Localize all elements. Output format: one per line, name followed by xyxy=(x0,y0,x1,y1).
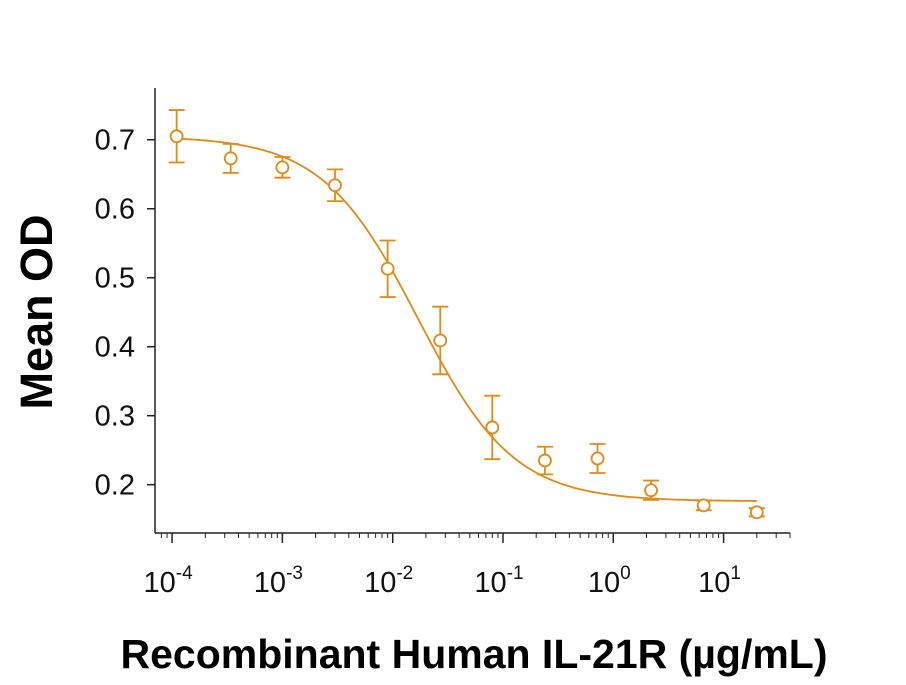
data-point xyxy=(169,129,184,144)
data-point xyxy=(380,261,395,276)
x-axis-title: Recombinant Human IL-21R (µg/mL) xyxy=(121,631,828,677)
x-tick-exponent: -2 xyxy=(396,563,413,584)
x-ticks: 10-4 10-3 10-2 10-1 100 101 xyxy=(143,533,791,599)
data-point xyxy=(538,453,552,468)
x-tick-exponent: 1 xyxy=(730,563,741,584)
data-point xyxy=(328,178,342,193)
x-tick-label: 10-3 xyxy=(254,563,303,599)
data-point xyxy=(433,333,448,348)
x-tick-label: 10-4 xyxy=(143,563,193,599)
x-tick-exponent: -4 xyxy=(176,563,193,584)
fit-curve xyxy=(176,137,757,502)
x-tick-exponent: -3 xyxy=(286,563,303,584)
y-tick-label: 0.3 xyxy=(95,401,135,433)
data-point xyxy=(590,451,605,466)
x-tick-exponent: 0 xyxy=(620,563,631,584)
data-point xyxy=(275,160,290,175)
x-tick-label: 10-1 xyxy=(474,563,523,599)
y-tick-label: 0.6 xyxy=(95,194,135,226)
x-tick-exponent: -1 xyxy=(507,563,524,584)
y-tick-label: 0.4 xyxy=(95,332,135,364)
data-point xyxy=(696,498,711,513)
fit-curve-group xyxy=(176,137,757,502)
y-ticks: 0.2 0.3 0.4 0.5 0.6 0.7 xyxy=(95,125,155,502)
x-tick-label: 100 xyxy=(588,563,631,599)
data-points xyxy=(168,109,765,520)
data-point xyxy=(223,151,238,166)
x-tick-base: 10 xyxy=(254,567,286,599)
y-tick-label: 0.5 xyxy=(95,263,135,295)
y-tick-label: 0.7 xyxy=(95,125,135,157)
y-axis-title: Mean OD xyxy=(11,214,62,409)
x-tick-base: 10 xyxy=(143,567,175,599)
axes xyxy=(154,88,790,534)
x-tick-label: 10-2 xyxy=(364,563,413,599)
y-tick-label: 0.2 xyxy=(95,470,135,502)
x-tick-base: 10 xyxy=(698,567,730,599)
x-tick-label: 101 xyxy=(698,563,741,599)
data-point xyxy=(749,505,764,520)
x-tick-base: 10 xyxy=(364,567,396,599)
x-tick-base: 10 xyxy=(588,567,620,599)
x-tick-base: 10 xyxy=(474,567,506,599)
data-point xyxy=(644,483,658,498)
data-point xyxy=(485,420,500,435)
